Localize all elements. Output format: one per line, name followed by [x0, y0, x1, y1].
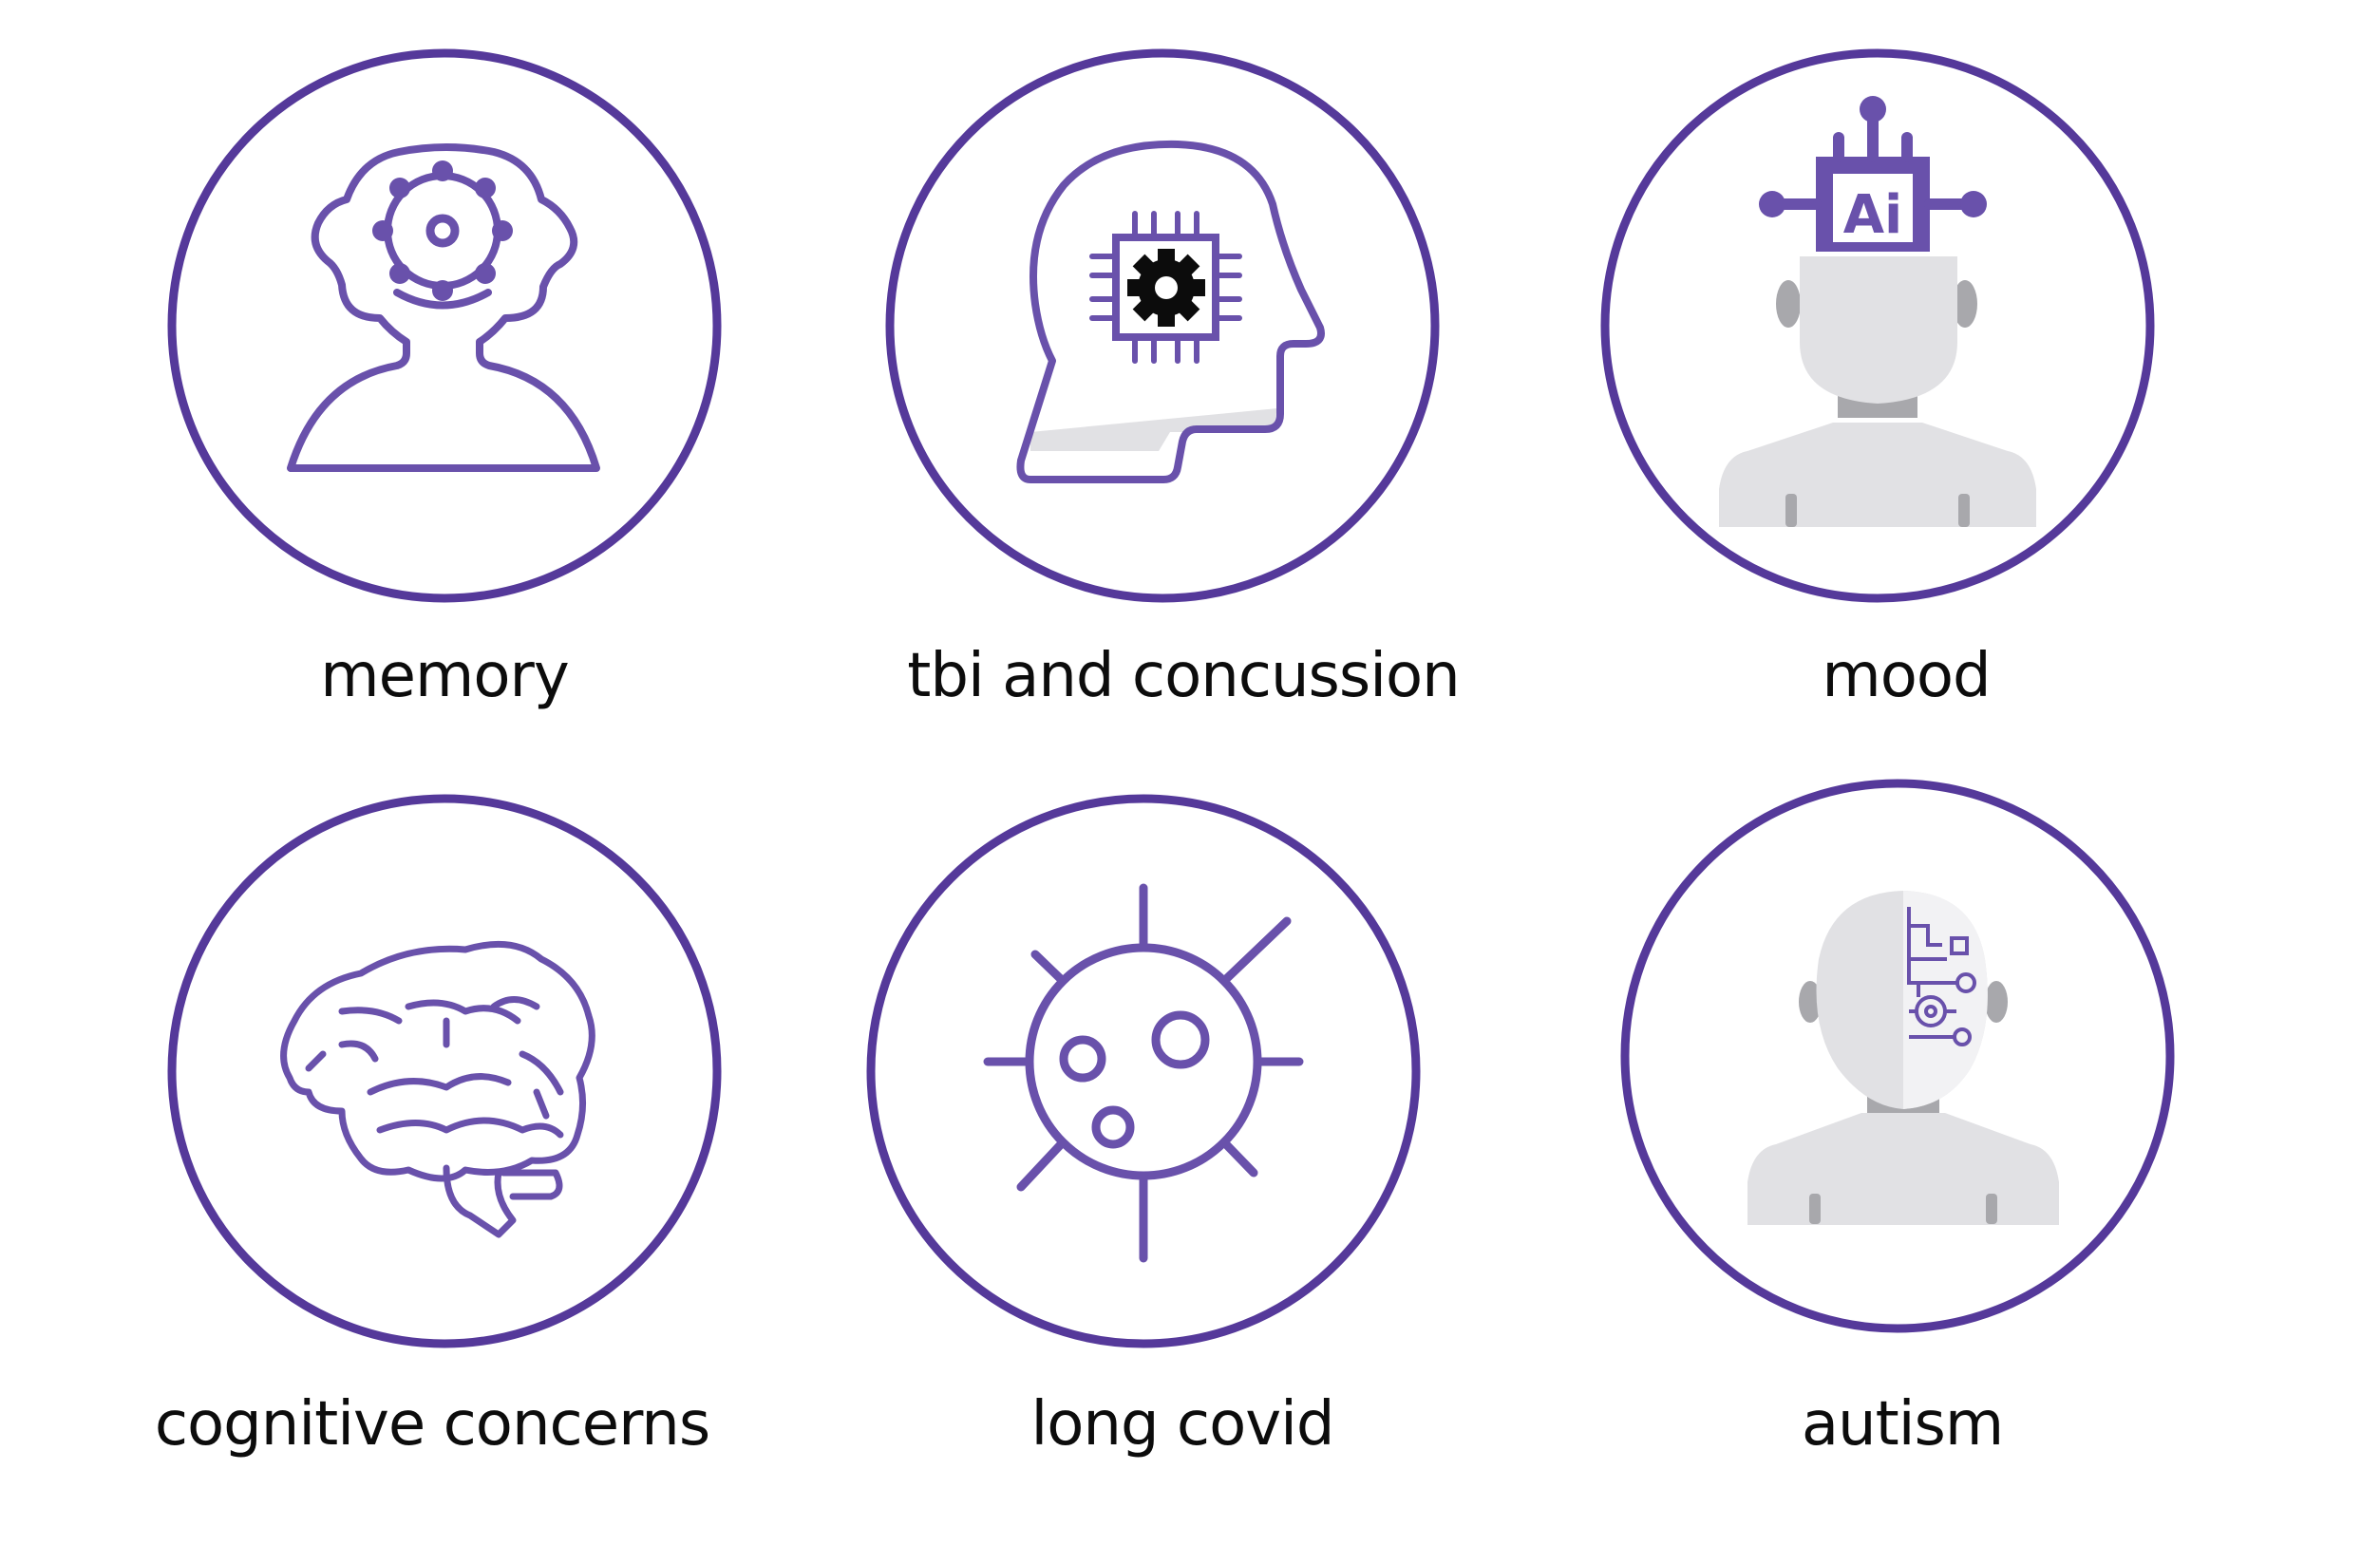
head-chip-icon	[1016, 140, 1325, 483]
label-memory: memory	[320, 641, 569, 711]
ai-chip-text: Ai	[1843, 184, 1903, 246]
label-tbi-and-concussion: tbi and concussion	[907, 641, 1460, 711]
card-autism	[1620, 779, 2175, 1333]
label-long-covid: long covid	[1030, 1389, 1334, 1460]
label-autism: autism	[1801, 1389, 2004, 1460]
tbi-circle	[885, 48, 1440, 603]
cognitive-circle	[167, 794, 722, 1348]
brain-icon	[280, 940, 595, 1238]
long-covid-circle	[866, 794, 1421, 1348]
head-gear-icon	[287, 143, 600, 472]
card-tbi-and-concussion	[885, 48, 1440, 603]
circuit-head-icon	[1747, 891, 2059, 1225]
memory-circle	[167, 48, 722, 603]
mood-circle	[1600, 48, 2155, 603]
label-mood: mood	[1822, 641, 1991, 711]
gear-icon	[1127, 249, 1205, 327]
card-memory	[167, 48, 722, 603]
virus-icon	[983, 883, 1304, 1263]
label-cognitive-concerns: cognitive concerns	[154, 1389, 710, 1460]
ai-head-icon: Ai	[1719, 96, 2036, 527]
card-cognitive-concerns	[167, 794, 722, 1348]
autism-circle	[1620, 779, 2175, 1333]
card-mood: Ai	[1600, 48, 2155, 603]
card-long-covid	[866, 794, 1421, 1348]
